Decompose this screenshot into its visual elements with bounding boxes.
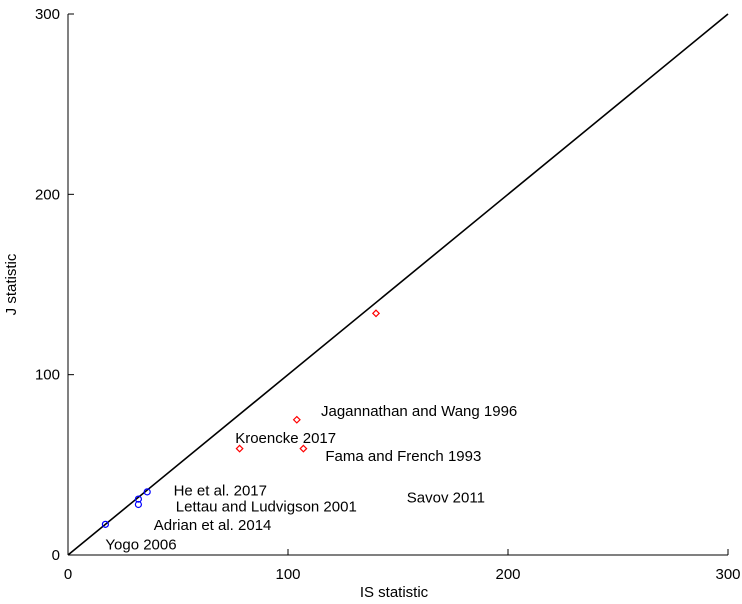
data-point-diamond [235,444,244,453]
annotation-label: Adrian et al. 2014 [154,517,272,534]
data-point-circle [143,488,151,496]
plot-marks [67,13,729,556]
annotation-label: Savov 2011 [407,490,485,507]
x-axis-label: IS statistic [360,584,429,601]
data-point-circle [101,520,110,528]
annotation-label: Yogo 2006 [105,537,176,554]
y-axis-label: J statistic [3,253,20,315]
annotation-label: Fama and French 1993 [325,448,481,465]
x-tick-label: 0 [64,566,72,583]
y-tick-label: 200 [35,186,60,203]
axes: 0 100 200 300 0 100 200 300 IS statistic J statis… [3,6,741,601]
x-tick-label: 100 [275,566,300,583]
data-point-diamond [292,415,301,424]
data-point-diamond [371,309,381,318]
y-tick-label: 0 [52,547,60,564]
y-tick-label: 100 [35,367,60,384]
x-tick-label: 200 [495,566,520,583]
reference-line [67,13,729,556]
x-tick-label: 300 [715,566,740,583]
annotation-label: Jagannathan and Wang 1996 [321,403,517,420]
data-point-circle [134,500,142,509]
annotation-label: He et al. 2017 [174,482,267,499]
annotation-label: Kroencke 2017 [235,430,336,447]
data-point-diamond [299,444,308,453]
y-tick-label: 300 [35,6,60,23]
annotation-label: Lettau and Ludvigson 2001 [176,499,357,516]
